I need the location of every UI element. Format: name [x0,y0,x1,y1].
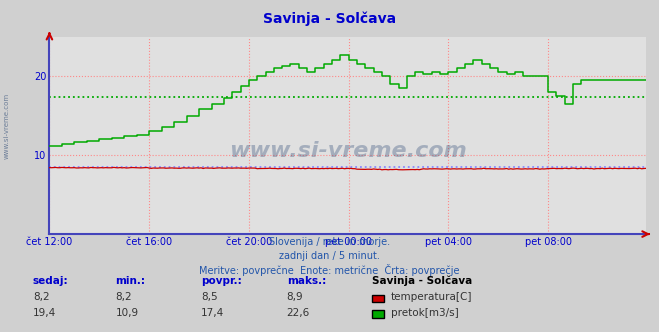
Text: 8,2: 8,2 [33,292,49,302]
Text: min.:: min.: [115,276,146,286]
Text: 10,9: 10,9 [115,308,138,318]
Text: 22,6: 22,6 [287,308,310,318]
Text: 8,2: 8,2 [115,292,132,302]
Text: zadnji dan / 5 minut.: zadnji dan / 5 minut. [279,251,380,261]
Text: Savinja - Solčava: Savinja - Solčava [372,275,473,286]
Text: Slovenija / reke in morje.: Slovenija / reke in morje. [269,237,390,247]
Text: Savinja - Solčava: Savinja - Solčava [263,12,396,26]
Text: povpr.:: povpr.: [201,276,242,286]
Text: www.si-vreme.com: www.si-vreme.com [3,93,10,159]
Text: 19,4: 19,4 [33,308,56,318]
Text: 8,9: 8,9 [287,292,303,302]
Text: 8,5: 8,5 [201,292,217,302]
Text: maks.:: maks.: [287,276,326,286]
Text: 17,4: 17,4 [201,308,224,318]
Text: Meritve: povprečne  Enote: metrične  Črta: povprečje: Meritve: povprečne Enote: metrične Črta:… [199,264,460,276]
Text: www.si-vreme.com: www.si-vreme.com [229,141,467,161]
Text: temperatura[C]: temperatura[C] [391,292,473,302]
Text: pretok[m3/s]: pretok[m3/s] [391,308,459,318]
Text: sedaj:: sedaj: [33,276,69,286]
